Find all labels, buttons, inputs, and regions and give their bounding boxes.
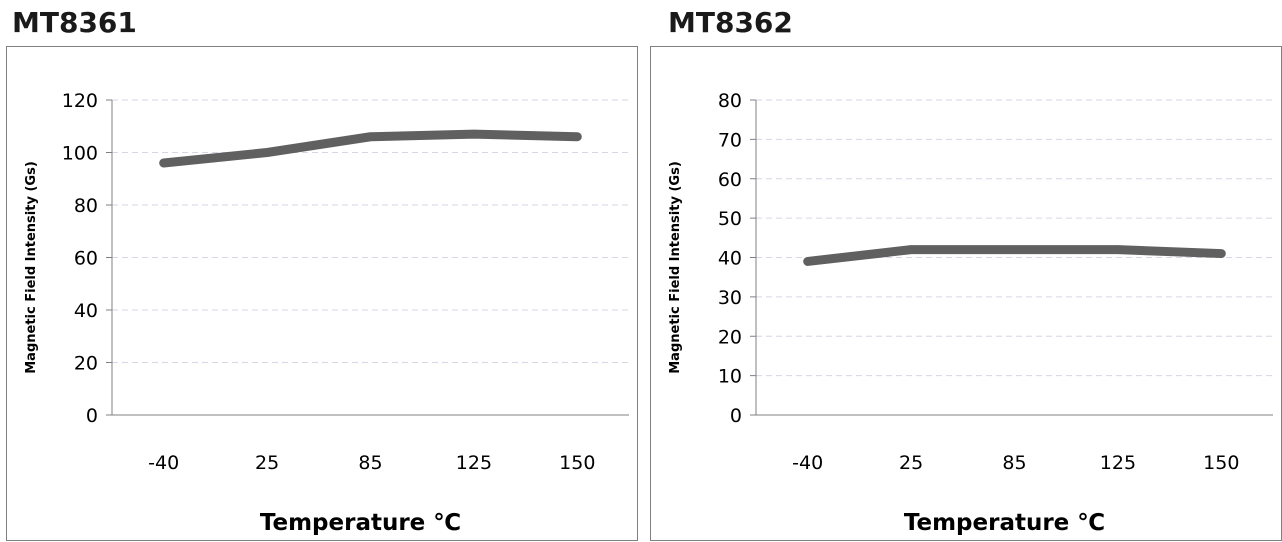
left-x-tick-label: 25 [255, 452, 279, 474]
right-x-tick-label: -40 [792, 452, 823, 474]
left-y-tick-label: 80 [74, 195, 98, 217]
left-y-tick-label: 120 [62, 90, 98, 112]
line-chart-right: 0 10 20 30 40 50 60 70 80 -40 25 85 125 150 Temperatur… [651, 47, 1282, 542]
right-series-line [808, 250, 1222, 262]
chart-panel-left: 0 20 40 60 80 100 120 -40 25 85 125 150 Temperature … [6, 46, 638, 541]
left-y-tick-label: 0 [86, 405, 98, 427]
left-y-axis-label: Magnetic Field Intensity (Gs) [24, 161, 39, 374]
right-y-tick-label: 30 [718, 287, 742, 309]
left-x-tick-label: 85 [358, 452, 382, 474]
left-series-line [164, 134, 578, 163]
right-y-tick-label: 40 [718, 248, 742, 270]
right-y-tick-label: 60 [718, 169, 742, 191]
left-x-tick-label: 125 [456, 452, 492, 474]
right-x-axis-label: Temperature ℃ [904, 510, 1105, 536]
right-y-tick-label: 0 [730, 405, 742, 427]
right-x-tick-label: 150 [1203, 452, 1239, 474]
left-y-tick-label: 100 [62, 143, 98, 165]
right-x-tick-label: 25 [899, 452, 923, 474]
chart-title-right: MT8362 [668, 6, 793, 39]
right-x-tick-label: 85 [1002, 452, 1026, 474]
right-y-tick-label: 20 [718, 326, 742, 348]
left-y-tick-label: 20 [74, 353, 98, 375]
right-y-tick-label: 80 [718, 90, 742, 112]
chart-panel-right: 0 10 20 30 40 50 60 70 80 -40 25 85 125 150 Temperatur… [650, 46, 1282, 541]
left-y-tick-label: 60 [74, 248, 98, 270]
right-y-axis-label: Magnetic Field Intensity (Gs) [668, 161, 683, 374]
right-y-tick-label: 10 [718, 366, 742, 388]
right-x-tick-label: 125 [1100, 452, 1136, 474]
right-y-tick-label: 70 [718, 129, 742, 151]
line-chart-left: 0 20 40 60 80 100 120 -40 25 85 125 150 Temperature … [7, 47, 639, 542]
left-x-tick-label: -40 [148, 452, 179, 474]
chart-title-left: MT8361 [12, 6, 137, 39]
left-x-tick-label: 150 [559, 452, 595, 474]
right-y-tick-label: 50 [718, 208, 742, 230]
left-x-axis-label: Temperature ℃ [260, 510, 461, 536]
left-y-tick-label: 40 [74, 300, 98, 322]
